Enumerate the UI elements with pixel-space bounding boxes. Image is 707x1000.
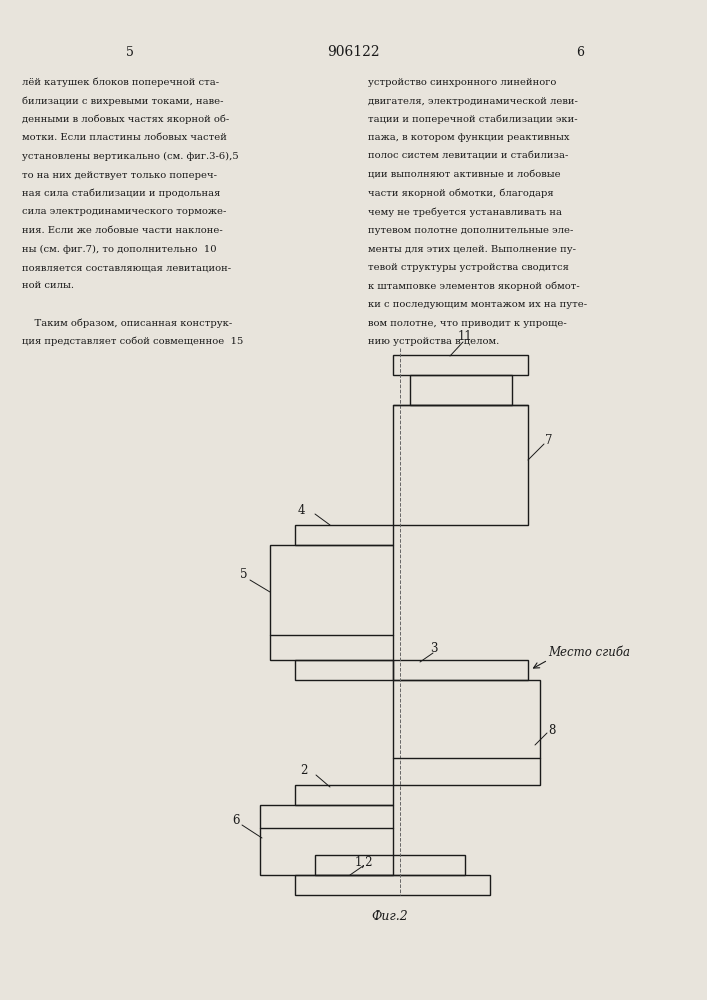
Bar: [410, 375, 512, 405]
Text: 2: 2: [300, 764, 308, 776]
Text: части якорной обмотки, благодаря: части якорной обмотки, благодаря: [368, 189, 554, 198]
Text: 5: 5: [240, 568, 248, 582]
Text: то на них действует только попереч-: то на них действует только попереч-: [22, 170, 217, 180]
Text: 6: 6: [576, 45, 584, 58]
Text: к штамповке элементов якорной обмот-: к штамповке элементов якорной обмот-: [368, 282, 580, 291]
Text: Таким образом, описанная конструк-: Таким образом, описанная конструк-: [22, 318, 233, 328]
Text: 4: 4: [298, 503, 305, 516]
Text: 11: 11: [458, 330, 473, 343]
Text: тевой структуры устройства сводится: тевой структуры устройства сводится: [368, 263, 569, 272]
Bar: [295, 785, 393, 805]
Text: ной силы.: ной силы.: [22, 282, 74, 290]
Text: мотки. Если пластины лобовых частей: мотки. Если пластины лобовых частей: [22, 133, 227, 142]
Text: 1,2: 1,2: [355, 856, 373, 868]
Bar: [393, 405, 528, 525]
Text: ки с последующим монтажом их на путе-: ки с последующим монтажом их на путе-: [368, 300, 587, 309]
Text: вом полотне, что приводит к упроще-: вом полотне, что приводит к упроще-: [368, 318, 567, 328]
Text: появляется составляющая левитацион-: появляется составляющая левитацион-: [22, 263, 231, 272]
Text: тации и поперечной стабилизации эки-: тации и поперечной стабилизации эки-: [368, 115, 578, 124]
Text: чему не требуется устанавливать на: чему не требуется устанавливать на: [368, 208, 562, 217]
Text: билизации с вихревыми токами, наве-: билизации с вихревыми токами, наве-: [22, 97, 223, 106]
Bar: [295, 525, 393, 545]
Text: нию устройства в целом.: нию устройства в целом.: [368, 337, 499, 346]
Text: пажа, в котором функции реактивных: пажа, в котором функции реактивных: [368, 133, 570, 142]
Text: двигателя, электродинамической леви-: двигателя, электродинамической леви-: [368, 97, 578, 105]
Text: ная сила стабилизации и продольная: ная сила стабилизации и продольная: [22, 189, 221, 198]
Text: ция представляет собой совмещенное  15: ция представляет собой совмещенное 15: [22, 337, 243, 346]
Bar: [295, 875, 490, 895]
Text: 7: 7: [545, 434, 552, 446]
Text: 5: 5: [126, 45, 134, 58]
Bar: [393, 660, 528, 680]
Text: 8: 8: [548, 724, 556, 736]
Text: Место сгиба: Место сгиба: [548, 647, 630, 660]
Text: ния. Если же лобовые части наклоне-: ния. Если же лобовые части наклоне-: [22, 226, 223, 235]
Text: ции выполняют активные и лобовые: ции выполняют активные и лобовые: [368, 170, 561, 180]
Bar: [270, 545, 393, 660]
Text: 6: 6: [233, 814, 240, 826]
Bar: [260, 805, 393, 875]
Bar: [295, 660, 393, 680]
Text: 3: 3: [430, 642, 438, 655]
Text: сила электродинамического торможе-: сила электродинамического торможе-: [22, 208, 226, 217]
Bar: [315, 855, 465, 875]
Text: ны (см. фиг.7), то дополнительно  10: ны (см. фиг.7), то дополнительно 10: [22, 244, 216, 254]
Text: устройство синхронного линейного: устройство синхронного линейного: [368, 78, 556, 87]
Text: Фиг.2: Фиг.2: [372, 910, 409, 923]
Text: менты для этих целей. Выполнение пу-: менты для этих целей. Выполнение пу-: [368, 244, 576, 253]
Text: путевом полотне дополнительные эле-: путевом полотне дополнительные эле-: [368, 226, 573, 235]
Text: установлены вертикально (см. фиг.3-6),5: установлены вертикально (см. фиг.3-6),5: [22, 152, 239, 161]
Text: денными в лобовых частях якорной об-: денными в лобовых частях якорной об-: [22, 115, 229, 124]
Text: полос систем левитации и стабилиза-: полос систем левитации и стабилиза-: [368, 152, 568, 161]
Text: 906122: 906122: [327, 45, 380, 59]
Bar: [393, 680, 540, 785]
Bar: [393, 355, 528, 375]
Text: лёй катушек блоков поперечной ста-: лёй катушек блоков поперечной ста-: [22, 78, 219, 87]
